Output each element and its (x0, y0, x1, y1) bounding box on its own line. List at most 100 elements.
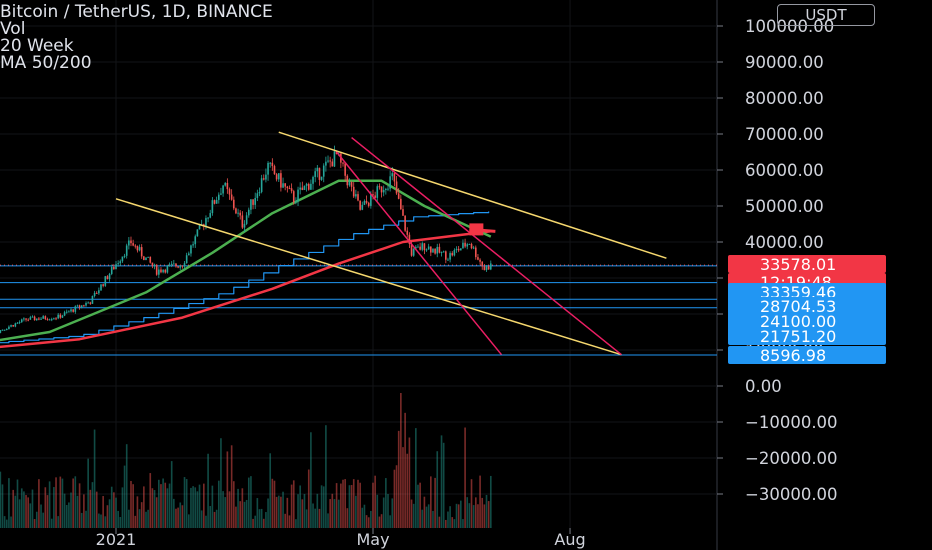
candle-body (474, 247, 477, 258)
trendlines[interactable] (115, 131, 667, 356)
candle-body (198, 224, 201, 230)
trendline (115, 198, 622, 356)
price-axis[interactable]: 100000.00 90000.00 80000.00 70000.00 60000.0… (717, 17, 838, 504)
volume-bar (346, 508, 349, 528)
candle-body (400, 198, 402, 210)
candle-body (415, 246, 417, 249)
candle-body (432, 248, 434, 253)
candle-body (115, 264, 117, 270)
volume-bar (342, 479, 344, 528)
volume-bar (147, 509, 149, 528)
volume-bar (50, 518, 53, 528)
price-tick-label: 90000.00 (745, 53, 824, 72)
candle-body (108, 273, 111, 280)
volume-bar (406, 453, 409, 528)
volume-bar (320, 485, 323, 528)
candle-body (18, 322, 21, 324)
volume-bar (98, 513, 100, 528)
candle-body (59, 314, 62, 318)
candle-body (25, 318, 27, 320)
volume-bar (333, 499, 336, 528)
volume-bar (153, 490, 156, 528)
ma-indicator-label[interactable]: MA 50/200 (0, 53, 92, 73)
candle-body (423, 243, 426, 251)
time-axis[interactable]: 2021 May Aug (96, 528, 586, 549)
candle-body (391, 173, 394, 177)
volume-bar (457, 504, 460, 528)
candle-body (355, 194, 357, 197)
candle-body (277, 173, 280, 180)
volume-bar (427, 504, 430, 528)
volume-bar (226, 451, 229, 528)
candle-body (147, 256, 149, 258)
volume-bar (348, 485, 351, 528)
volume-bar (243, 501, 246, 528)
candle-body (318, 167, 321, 180)
candle-body (130, 240, 132, 244)
candle-body (209, 213, 212, 218)
volume-bar (91, 482, 94, 528)
volume-bar (215, 509, 218, 528)
horizontal-levels (0, 264, 717, 356)
candle-body (243, 223, 246, 228)
candle-body (374, 195, 376, 198)
candle-body (228, 189, 231, 195)
volume-bar (145, 511, 147, 528)
candle-body (153, 264, 156, 267)
candle-body (149, 256, 152, 263)
candle-body (372, 194, 374, 196)
candle-body (1, 329, 4, 331)
candle-body (31, 316, 34, 318)
candle-body (320, 176, 323, 180)
symbol-title[interactable]: Bitcoin / TetherUS, 1D, BINANCE (0, 2, 273, 22)
candle-body (250, 199, 252, 210)
volume-bar (8, 478, 10, 528)
candle-body (406, 230, 409, 235)
candle-body (44, 316, 47, 320)
candle-body (262, 178, 265, 180)
candle-body (370, 194, 372, 206)
price-tag-label: 21751.20 (760, 327, 836, 346)
volume-bar (119, 516, 122, 528)
volume-bar (23, 491, 25, 528)
volume-bar (286, 497, 289, 528)
volume-bar (40, 504, 42, 528)
candle-body (104, 276, 107, 286)
candle-body (57, 314, 59, 319)
trendline (278, 131, 667, 259)
candle-body (93, 292, 96, 296)
candle-body (65, 311, 68, 313)
volume-bar (419, 482, 421, 528)
candle-body (489, 263, 492, 270)
candle-body (33, 316, 36, 321)
candle-body (260, 178, 263, 192)
currency-button[interactable]: USDT (777, 4, 875, 26)
volume-bar (449, 506, 451, 528)
candle-body (290, 188, 293, 192)
candle-body (27, 319, 30, 321)
candle-body (55, 318, 57, 320)
price-tick-label: 80000.00 (745, 89, 824, 108)
volume-bar (205, 515, 207, 528)
volume-indicator-label[interactable]: Vol (0, 19, 26, 39)
price-tag-bg (728, 297, 886, 315)
candle-body (95, 292, 98, 294)
candle-body (357, 194, 359, 201)
candle-body (344, 163, 346, 176)
candle-body (387, 188, 389, 190)
volume-bar (325, 425, 327, 528)
week20-indicator-label[interactable]: 20 Week (0, 36, 74, 56)
candle-body (46, 319, 49, 321)
candle-body (445, 251, 447, 260)
volume-bar (387, 494, 389, 528)
volume-bar (307, 469, 310, 528)
volume-bar (0, 471, 2, 528)
candle-body (123, 255, 126, 257)
candle-body (466, 244, 469, 247)
candle-body (78, 305, 81, 308)
volume-bar (357, 479, 359, 528)
candle-body (217, 194, 220, 200)
trendline (351, 137, 622, 356)
grid (0, 0, 717, 528)
